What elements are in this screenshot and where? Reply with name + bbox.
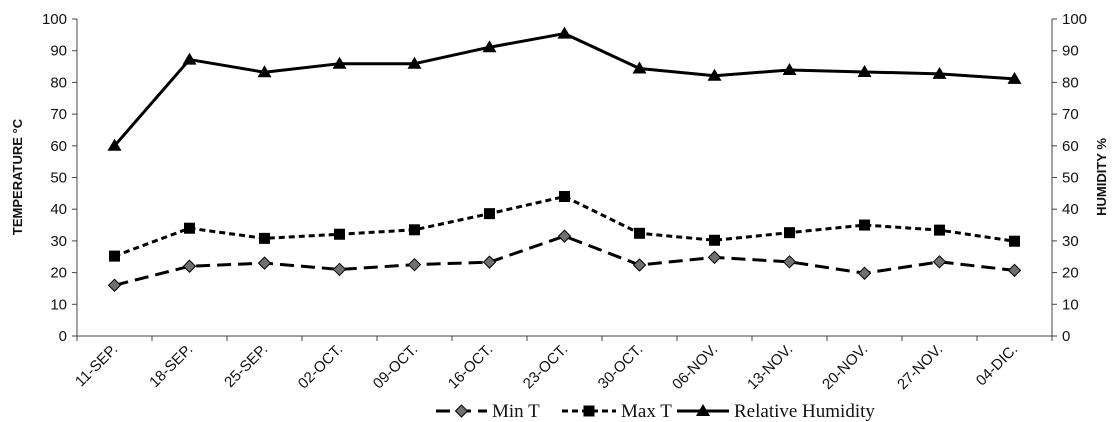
series-layer bbox=[107, 26, 1022, 292]
data-point-relative-humidity bbox=[482, 40, 497, 53]
data-point-min-t bbox=[932, 255, 947, 269]
data-point-relative-humidity bbox=[707, 68, 722, 81]
legend-label-max-t: Max T bbox=[621, 401, 672, 422]
y2-tick-label: 0 bbox=[1062, 328, 1070, 345]
y-tick-label: 90 bbox=[50, 43, 67, 60]
left-axis-ticks: 0 10 20 30 40 50 60 70 80 90 100 bbox=[42, 11, 77, 345]
data-point-min-t bbox=[257, 256, 272, 270]
y2-axis-label: HUMIDITY % bbox=[1094, 138, 1109, 216]
legend-label-relative-humidity: Relative Humidity bbox=[734, 401, 875, 422]
data-point-relative-humidity bbox=[332, 56, 347, 69]
x-tick-label: 25-SEP. bbox=[221, 341, 271, 391]
data-point-max-t bbox=[184, 222, 195, 234]
series-max-t bbox=[109, 191, 1020, 262]
y2-tick-label: 40 bbox=[1062, 201, 1079, 218]
legend-item-max-t: Max T bbox=[562, 401, 672, 422]
legend-marker-min-t bbox=[454, 404, 469, 418]
data-point-max-t bbox=[409, 224, 420, 236]
x-axis-ticks: 11-SEP. 18-SEP. 25-SEP. 02-OCT. 09-OCT. 16-OC… bbox=[72, 336, 1053, 393]
data-point-max-t bbox=[484, 208, 495, 220]
y2-tick-label: 80 bbox=[1062, 74, 1079, 91]
y-tick-label: 80 bbox=[50, 74, 67, 91]
x-tick-label: 27-NOV. bbox=[894, 341, 946, 393]
data-point-max-t bbox=[334, 228, 345, 240]
y-tick-label: 60 bbox=[50, 138, 67, 155]
x-tick-label: 16-OCT. bbox=[445, 341, 497, 393]
y2-tick-label: 10 bbox=[1062, 296, 1079, 313]
data-point-relative-humidity bbox=[632, 61, 647, 74]
y-tick-label: 0 bbox=[59, 328, 67, 345]
series-line-min-t bbox=[114, 234, 1015, 287]
y2-tick-label: 70 bbox=[1062, 106, 1079, 123]
y2-tick-label: 50 bbox=[1062, 170, 1079, 187]
series-min-t bbox=[107, 229, 1022, 292]
x-tick-label: 18-SEP. bbox=[146, 341, 196, 391]
data-point-max-t bbox=[259, 232, 270, 244]
x-tick-label: 11-SEP. bbox=[72, 341, 121, 390]
series-line-relative-humidity bbox=[113, 32, 1015, 147]
x-tick-label: 04-DIC. bbox=[973, 341, 1022, 390]
x-tick-label: 06-NOV. bbox=[669, 341, 721, 393]
y-tick-label: 30 bbox=[50, 233, 67, 250]
y-tick-label: 100 bbox=[42, 11, 67, 28]
y2-tick-label: 100 bbox=[1062, 11, 1087, 28]
data-point-min-t bbox=[632, 258, 647, 272]
legend-item-min-t: Min T bbox=[436, 401, 540, 422]
data-point-max-t bbox=[709, 234, 720, 246]
data-point-min-t bbox=[182, 259, 197, 273]
x-tick-label: 30-OCT. bbox=[595, 341, 647, 393]
y-tick-label: 70 bbox=[50, 106, 67, 123]
y2-tick-label: 60 bbox=[1062, 138, 1079, 155]
legend-label-min-t: Min T bbox=[492, 401, 540, 422]
data-point-relative-humidity bbox=[557, 26, 572, 39]
right-axis-ticks: 0 10 20 30 40 50 60 70 80 90 100 bbox=[1052, 11, 1087, 345]
x-tick-label: 13-NOV. bbox=[744, 341, 796, 393]
y-tick-label: 40 bbox=[50, 201, 67, 218]
data-point-min-t bbox=[707, 250, 722, 265]
data-point-relative-humidity bbox=[182, 52, 197, 65]
data-point-max-t bbox=[784, 227, 795, 239]
data-point-min-t bbox=[557, 229, 572, 243]
data-point-min-t bbox=[1007, 263, 1022, 278]
data-point-min-t bbox=[407, 257, 422, 272]
x-tick-label: 09-OCT. bbox=[370, 341, 422, 393]
x-tick-label: 20-NOV. bbox=[819, 341, 871, 393]
legend-marker-max-t bbox=[583, 405, 595, 417]
data-point-relative-humidity bbox=[257, 65, 272, 78]
data-point-min-t bbox=[107, 278, 122, 292]
y2-tick-label: 30 bbox=[1062, 233, 1079, 250]
y-tick-label: 10 bbox=[50, 296, 67, 313]
data-point-relative-humidity bbox=[107, 138, 122, 151]
data-point-min-t bbox=[482, 255, 497, 269]
y-tick-label: 50 bbox=[50, 170, 67, 187]
series-line-max-t bbox=[113, 195, 1015, 258]
x-tick-label: 23-OCT. bbox=[520, 341, 572, 393]
data-point-min-t bbox=[332, 262, 347, 277]
data-point-relative-humidity bbox=[1007, 71, 1022, 84]
data-point-max-t bbox=[934, 224, 945, 236]
data-point-relative-humidity bbox=[782, 63, 797, 76]
data-point-max-t bbox=[634, 227, 645, 239]
y-axis-label: TEMPERATURE °C bbox=[10, 118, 25, 235]
data-point-max-t bbox=[109, 250, 120, 262]
data-point-min-t bbox=[782, 255, 797, 269]
data-point-relative-humidity bbox=[857, 64, 872, 77]
data-point-max-t bbox=[559, 191, 570, 203]
data-point-max-t bbox=[859, 219, 870, 231]
legend: Min T Max T Relative Humidity bbox=[436, 401, 875, 422]
series-relative-humidity bbox=[107, 26, 1022, 151]
data-point-relative-humidity bbox=[407, 56, 422, 69]
y2-tick-label: 90 bbox=[1062, 43, 1079, 60]
y2-tick-label: 20 bbox=[1062, 265, 1079, 282]
data-point-min-t bbox=[857, 266, 872, 280]
x-tick-label: 02-OCT. bbox=[295, 341, 347, 393]
legend-item-relative-humidity: Relative Humidity bbox=[677, 401, 875, 422]
legend-marker-relative-humidity bbox=[696, 404, 710, 416]
y-tick-label: 20 bbox=[50, 265, 67, 282]
data-point-relative-humidity bbox=[932, 66, 947, 79]
data-point-max-t bbox=[1009, 235, 1020, 247]
